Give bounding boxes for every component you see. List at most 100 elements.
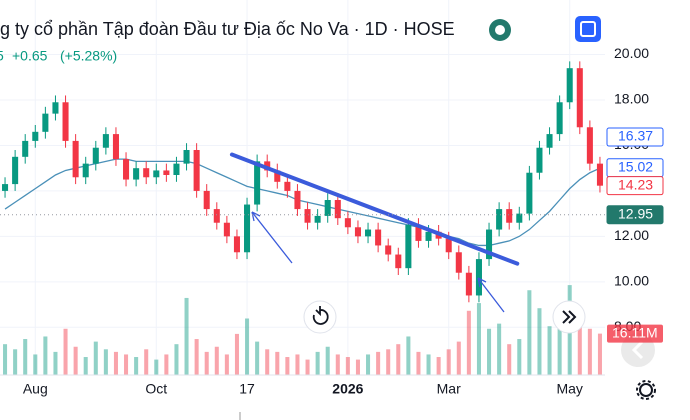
- price-label: 16.37: [618, 128, 653, 144]
- back-icon: [631, 340, 644, 360]
- volume-bar: [446, 349, 451, 375]
- grid: [0, 0, 605, 375]
- volume-bar: [154, 359, 159, 375]
- candle-body: [425, 231, 432, 241]
- candle-body: [72, 140, 79, 178]
- volume-bar: [285, 357, 290, 375]
- trendline: [229, 152, 520, 266]
- y-tick-label: 20.00: [614, 45, 649, 61]
- volume-bar: [376, 351, 381, 375]
- candle-body: [576, 68, 583, 128]
- candle-body: [173, 163, 180, 175]
- plot: [2, 61, 603, 375]
- volume-bar: [164, 354, 169, 375]
- volume-bar: [436, 357, 441, 375]
- candle-body: [556, 102, 563, 135]
- price-label: 12.95: [618, 205, 653, 221]
- candle-body: [546, 134, 553, 148]
- volume-bar: [93, 341, 98, 375]
- volume-bar: [255, 341, 260, 375]
- change-percent: (+5.28%): [60, 48, 117, 64]
- scroll-right-icon: [562, 310, 577, 324]
- volume-bar: [466, 310, 471, 375]
- settings-button[interactable]: [639, 383, 653, 397]
- volume-bar: [426, 354, 431, 375]
- volume-bar: [355, 359, 360, 375]
- candle-body: [415, 225, 422, 241]
- fullscreen-icon: [580, 21, 596, 37]
- candle-body: [203, 190, 210, 210]
- volume-bar: [305, 359, 310, 375]
- candle-body: [82, 163, 89, 178]
- volume-bar: [144, 349, 149, 375]
- candle-body: [304, 209, 311, 223]
- candle-body: [2, 184, 9, 191]
- x-tick-label: 17: [239, 381, 255, 397]
- candle-body: [516, 213, 523, 223]
- volume-bar: [557, 318, 562, 375]
- candle-body: [465, 272, 472, 296]
- volume-bar: [174, 344, 179, 375]
- candle-body: [445, 238, 452, 253]
- candle-body: [32, 131, 39, 141]
- candle-body: [496, 209, 503, 230]
- arrows: [251, 211, 505, 313]
- candle-body: [506, 209, 513, 223]
- price-label: 14.23: [618, 176, 653, 192]
- volume-bar: [325, 346, 330, 375]
- volume-bar: [386, 349, 391, 375]
- candle-body: [42, 113, 49, 132]
- volume-bar: [113, 351, 118, 375]
- moving-average: [4, 158, 601, 247]
- settings-icon: [636, 380, 656, 400]
- volume-bar: [456, 341, 461, 375]
- volume-bar: [497, 323, 502, 375]
- candle-body: [344, 218, 351, 228]
- y-tick-label: 10.00: [614, 273, 649, 289]
- volume-bar: [537, 308, 542, 375]
- candle-body: [153, 170, 160, 178]
- volume-bar: [33, 354, 38, 375]
- volume-bar: [23, 339, 28, 375]
- x-tick-label: Aug: [23, 381, 48, 397]
- change: +0.65: [12, 48, 48, 64]
- candle-body: [526, 172, 533, 214]
- volume-bar: [476, 303, 481, 375]
- y-tick-label: 18.00: [614, 91, 649, 107]
- volume-bar: [396, 344, 401, 375]
- candle-body: [193, 150, 200, 191]
- candle-body: [365, 229, 372, 237]
- candle-body: [314, 215, 321, 223]
- volume-bar: [3, 344, 8, 375]
- x-tick-label: 2026: [332, 381, 363, 397]
- volume-bar: [245, 318, 250, 375]
- candle-body: [284, 181, 291, 191]
- candle-body: [475, 259, 482, 296]
- candle-body: [244, 204, 251, 253]
- volume-bar: [73, 346, 78, 375]
- reset-icon: [312, 306, 329, 325]
- candle-body: [22, 140, 29, 157]
- candle-body: [385, 245, 392, 255]
- volume-bar: [184, 297, 189, 375]
- candle-body: [254, 161, 261, 205]
- candle-body: [395, 254, 402, 269]
- volume-bar: [295, 354, 300, 375]
- candle-body: [375, 229, 382, 246]
- candle-body: [133, 168, 140, 180]
- volume-bar: [13, 349, 18, 375]
- volume-bar: [234, 333, 239, 375]
- volume-bar: [587, 328, 592, 375]
- candle-body: [52, 102, 59, 114]
- candle-body: [455, 252, 462, 273]
- candle-body: [596, 163, 603, 186]
- fullscreen-button[interactable]: [575, 16, 601, 42]
- volume-bar: [547, 326, 552, 375]
- candle-body: [62, 102, 69, 141]
- candle-body: [12, 156, 19, 185]
- price-label-box: [606, 127, 664, 147]
- price-label-box: [606, 205, 664, 225]
- arrow-head: [251, 211, 261, 222]
- reset-button[interactable]: [303, 300, 337, 334]
